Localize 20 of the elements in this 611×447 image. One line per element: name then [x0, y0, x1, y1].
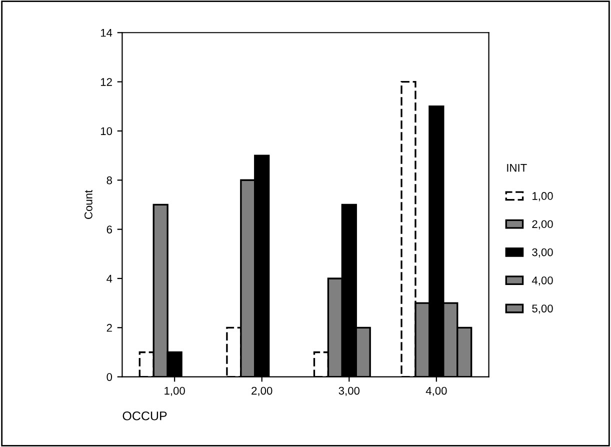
y-tick-label: 8 — [106, 176, 112, 184]
x-tick-label: 3,00 — [338, 386, 360, 396]
y-tick-label: 2 — [106, 324, 112, 332]
x-tick-label: 2,00 — [252, 386, 272, 396]
y-tick-label: 10 — [100, 127, 112, 136]
y-tick-label: 14 — [100, 29, 112, 37]
legend-label: 1,00 — [532, 192, 553, 202]
y-tick-label: 0 — [106, 373, 112, 381]
y-tick-label: 6 — [106, 226, 112, 234]
x-tick-label: 4,00 — [426, 386, 447, 396]
y-tick-label: 4 — [106, 274, 112, 283]
y-tick-label: 12 — [100, 78, 112, 86]
legend-label: 5,00 — [532, 304, 553, 314]
legend-label: 3,00 — [532, 248, 553, 258]
x-tick-label: 1,00 — [164, 386, 185, 396]
legend-label: 4,00 — [532, 276, 553, 286]
legend-label: 2,00 — [532, 220, 553, 230]
x-axis-title: OCCUP — [122, 411, 167, 420]
y-axis-title: Count — [84, 190, 92, 219]
legend-title: INIT — [507, 164, 527, 172]
